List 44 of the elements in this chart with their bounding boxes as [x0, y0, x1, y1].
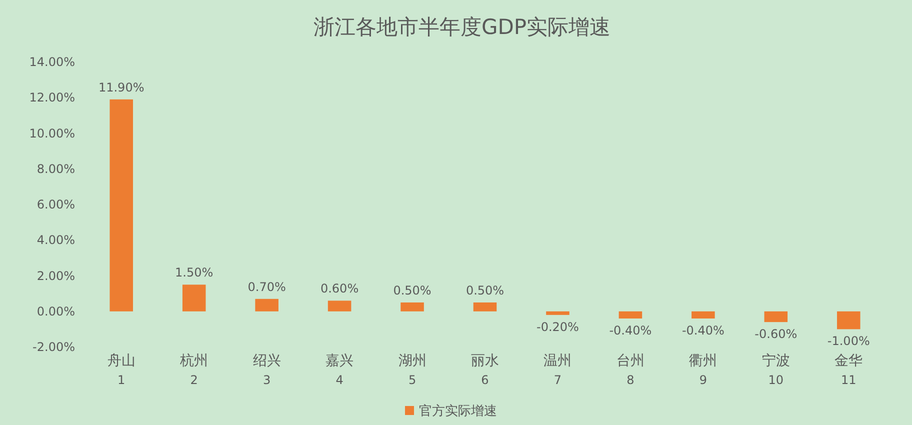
chart-title: 浙江各地市半年度GDP实际增速 — [313, 15, 611, 39]
x-tick-label: 丽水 6 — [471, 353, 499, 387]
bar — [692, 311, 715, 318]
data-label: 0.60% — [320, 282, 359, 296]
y-tick-label: 12.00% — [29, 90, 75, 105]
x-tick-label: 舟山 1 — [107, 353, 136, 387]
y-tick-label: 6.00% — [36, 198, 75, 212]
x-tick-label: 湖州 5 — [398, 353, 426, 387]
data-label: -0.40% — [609, 324, 652, 338]
data-label: 0.70% — [248, 280, 286, 294]
x-tick-label: 绍兴 3 — [252, 353, 281, 387]
y-tick-label: 0.00% — [36, 304, 75, 318]
bar — [837, 311, 860, 330]
data-label: -1.00% — [827, 334, 870, 348]
bar — [110, 99, 133, 312]
x-tick-label: 杭州 2 — [179, 353, 208, 387]
x-tick-label: 金华 11 — [834, 353, 863, 387]
bar — [546, 311, 570, 315]
data-label: -0.60% — [754, 327, 798, 342]
data-label: 0.50% — [466, 283, 504, 298]
legend-label: 官方实际增速 — [419, 403, 497, 419]
bar — [400, 302, 424, 312]
y-tick-label: 4.00% — [36, 233, 75, 248]
y-tick-label: -2.00% — [32, 340, 75, 354]
bar — [764, 311, 788, 322]
x-tick-label: 嘉兴 4 — [326, 353, 354, 387]
bar — [618, 311, 642, 318]
data-label: 0.50% — [393, 283, 432, 298]
y-tick-label: 10.00% — [29, 126, 75, 140]
bar — [182, 284, 206, 312]
bar — [255, 298, 278, 312]
y-tick-label: 2.00% — [36, 268, 75, 283]
data-label: 1.50% — [175, 266, 214, 280]
x-tick-label: 台州 8 — [616, 353, 644, 387]
x-tick-label: 宁波 10 — [762, 353, 790, 387]
x-tick-label: 衢州 9 — [689, 353, 718, 387]
data-label: -0.20% — [536, 320, 579, 334]
y-tick-label: 14.00% — [29, 55, 75, 69]
bar — [473, 302, 497, 312]
y-tick-label: 8.00% — [36, 162, 75, 176]
x-tick-label: 温州 7 — [544, 353, 572, 387]
data-label: -0.40% — [682, 324, 724, 338]
data-label: 11.90% — [98, 80, 144, 94]
bar — [328, 300, 352, 312]
